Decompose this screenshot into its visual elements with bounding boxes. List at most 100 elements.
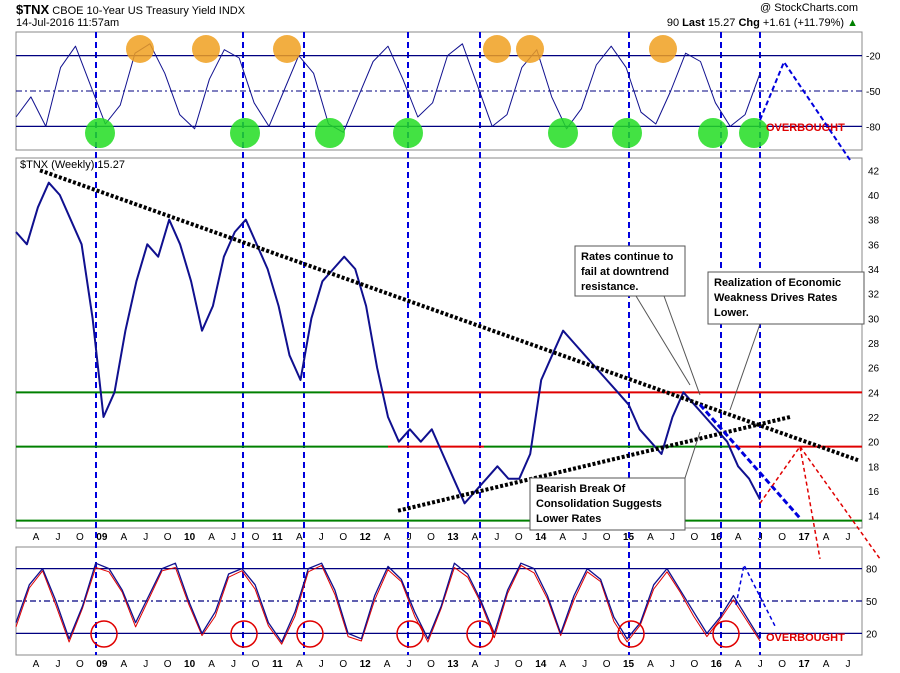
annotation-weakness-text: Lower. [714,307,749,319]
top-y-tick-label: -20 [866,52,881,63]
green-marker-icon [85,118,115,148]
x-tick-label: O [164,659,172,670]
price-y-tick-label: 32 [868,290,880,301]
annotation-break-text: Lower Rates [536,513,601,525]
x-tick-label: 17 [799,659,811,670]
x-tick-label: J [582,532,587,543]
x-tick-label: A [735,532,742,543]
price-y-tick-label: 18 [868,462,880,473]
x-tick-label: O [164,532,172,543]
annotation-weakness-box [707,271,865,325]
x-tick-label: A [559,532,566,543]
x-tick-label: J [494,659,499,670]
bottom-signal-line [15,564,761,645]
last-label: Last [682,17,705,29]
x-tick-label: J [407,659,412,670]
annotation-break-text: Consolidation Suggests [536,498,662,510]
chg-arrow-icon: ▲ [847,17,858,29]
annotation-weakness-text: Realization of Economic [714,277,841,289]
x-tick-label: J [846,532,851,543]
x-tick-label: 10 [184,532,196,543]
green-marker-icon [393,118,423,148]
annotation-pointer [684,431,701,479]
last-value: 15.27 [707,17,736,29]
x-tick-label: 11 [272,532,283,543]
x-tick-label: 10 [184,659,196,670]
top-y-tick-label: -50 [866,87,881,98]
annotation-resistance-text: fail at downtrend [581,266,669,278]
orange-marker-icon [516,35,544,63]
annotation-resistance-text: Rates continue to [581,251,674,263]
bottom-y-tick-label: 80 [866,565,878,576]
x-tick-label: O [427,659,435,670]
orange-marker-icon [483,35,511,63]
x-tick-label: 15 [623,659,635,670]
x-tick-label: A [208,659,215,670]
price-forecast-blue [698,403,802,520]
x-tick-label: O [76,532,84,543]
x-tick-label: 09 [96,659,108,670]
x-tick-label: O [76,659,84,670]
x-tick-label: 16 [711,659,723,670]
annotation-resistance-box [574,245,686,297]
panel-frame-2 [15,157,863,529]
annotation-resistance-text: resistance. [581,281,638,293]
chart-date: 14-Jul-2016 11:57am [16,17,120,29]
bottom-overbought-label: OVERBOUGHT [766,632,845,644]
x-tick-label: A [559,659,566,670]
x-tick-label: J [143,659,148,670]
orange-marker-icon [192,35,220,63]
x-tick-label: J [670,659,675,670]
annotation-weakness-text: Weakness Drives Rates [714,292,837,304]
x-tick-label: O [339,659,347,670]
x-tick-label: 14 [535,532,547,543]
x-tick-label: J [758,659,763,670]
chg-label: Chg [738,17,760,29]
bottom-y-tick-label: 50 [866,597,878,608]
price-y-tick-label: 24 [868,388,880,399]
top-forecast-path [759,59,851,161]
x-tick-label: J [143,532,148,543]
price-y-tick-label: 38 [868,216,880,227]
price-y-tick-label: 30 [868,314,880,325]
red-circle-marker-icon [712,620,740,648]
x-tick-label: J [55,532,60,543]
x-tick-label: A [735,659,742,670]
x-tick-label: O [339,532,347,543]
x-tick-label: J [670,532,675,543]
x-tick-label: 13 [447,659,459,670]
x-tick-label: A [120,532,127,543]
x-tick-label: 09 [96,532,108,543]
x-tick-label: A [120,659,127,670]
price-forecast-red [759,444,821,559]
x-tick-label: 11 [272,659,283,670]
quote-line: 90 Last 15.27 Chg +1.61 (+11.79%) ▲ [667,17,858,29]
x-tick-label: 12 [360,659,372,670]
quote-prefix: 90 [666,17,680,29]
price-y-tick-label: 28 [868,339,880,350]
top-overbought-label: OVERBOUGHT [766,122,845,134]
red-circle-marker-icon [466,620,494,648]
x-tick-label: O [603,532,611,543]
green-marker-icon [230,118,260,148]
watermark: @ StockCharts.com [760,2,858,14]
x-tick-label: J [319,659,324,670]
x-tick-label: 17 [799,532,811,543]
x-tick-label: A [33,659,40,670]
x-tick-label: 14 [535,659,547,670]
green-marker-icon [739,118,769,148]
price-y-tick-label: 42 [868,166,880,177]
red-circle-marker-icon [296,620,324,648]
x-tick-label: A [472,532,479,543]
price-y-tick-label: 20 [868,438,880,449]
bottom-forecast-path [735,562,777,629]
x-tick-label: O [515,659,523,670]
green-marker-icon [548,118,578,148]
bottom-oscillator-line [15,562,761,643]
x-tick-label: J [55,659,60,670]
red-circle-marker-icon [230,620,258,648]
top-oscillator-line [15,43,761,133]
annotation-break-text: Bearish Break Of [536,483,626,495]
x-tick-label: J [407,532,412,543]
price-y-tick-label: 16 [868,487,880,498]
